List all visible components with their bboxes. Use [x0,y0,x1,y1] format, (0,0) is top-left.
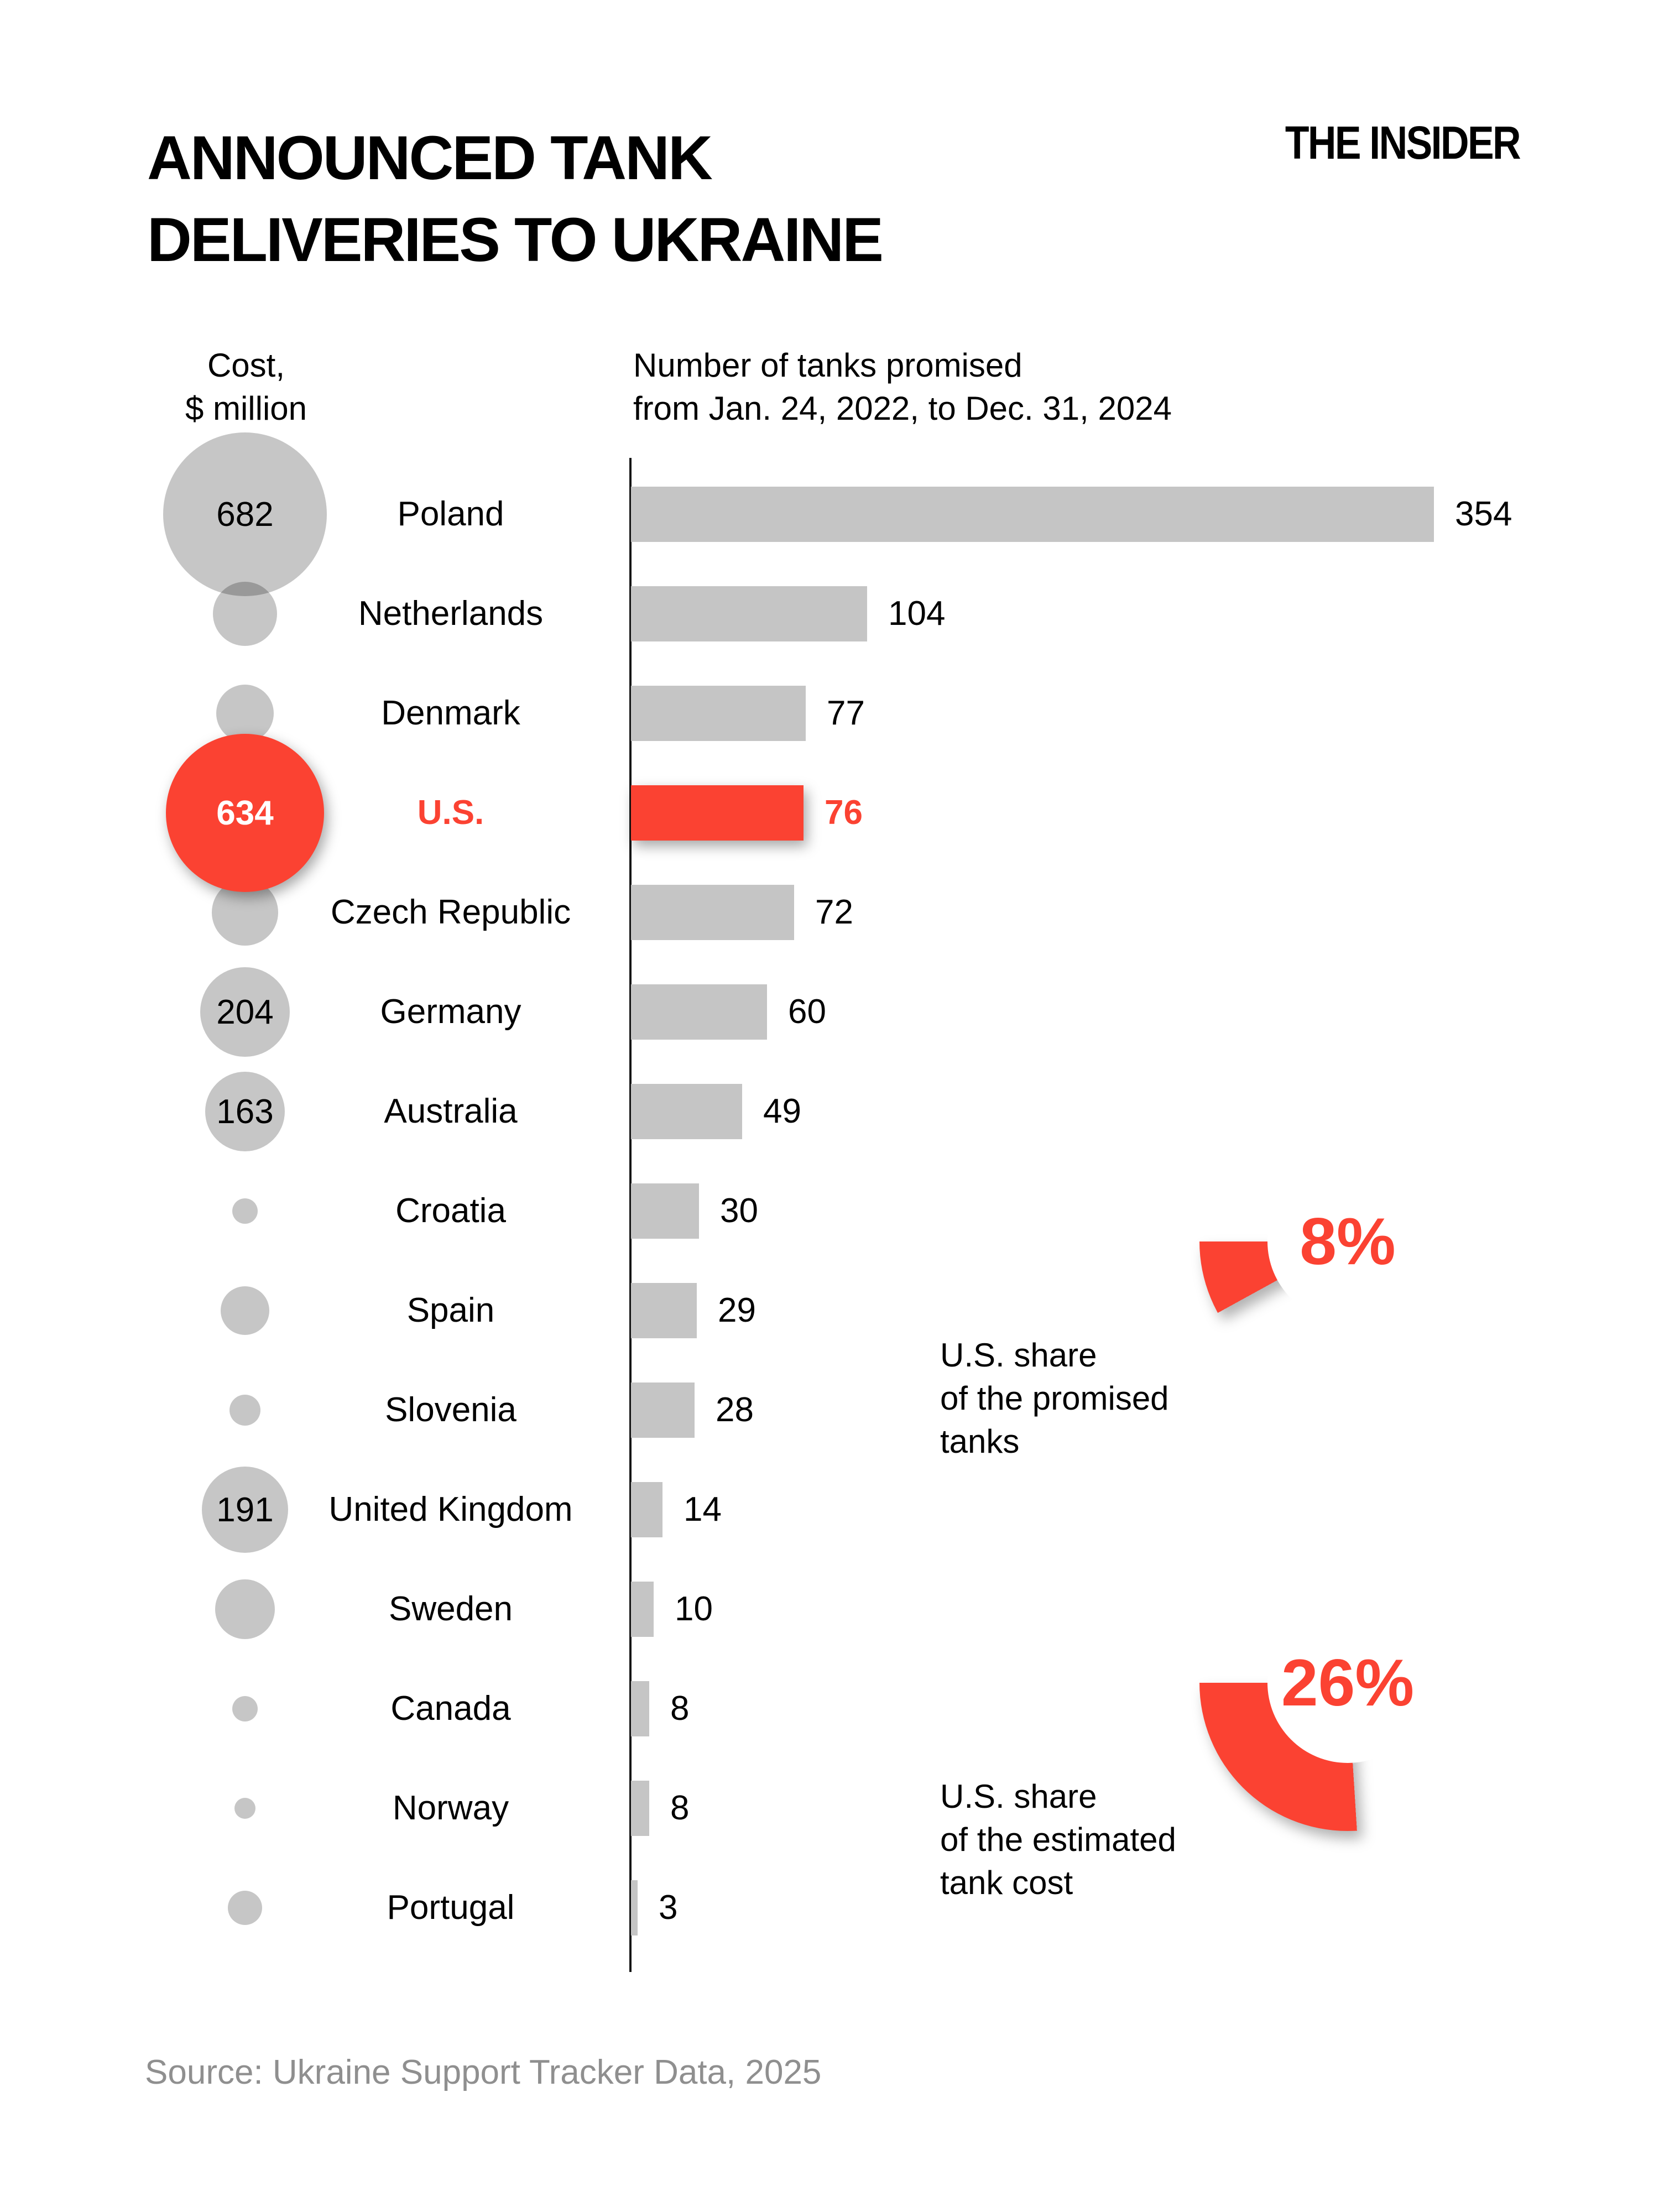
cost-bubble: 163 [205,1072,285,1151]
page-title: ANNOUNCED TANK DELIVERIES TO UKRAINE [147,117,884,281]
tank-bar [631,1482,662,1537]
tanks-column-header: Number of tanks promised from Jan. 24, 2… [633,344,1172,430]
tanks-header-line2: from Jan. 24, 2022, to Dec. 31, 2024 [633,390,1172,427]
tank-bar [631,1681,649,1736]
country-label: Norway [392,1789,509,1827]
the-insider-logo: THE INSIDER [1285,117,1521,169]
country-label: Netherlands [358,594,544,633]
cost-bubble [228,1891,262,1925]
source-credit: Source: Ukraine Support Tracker Data, 20… [145,2053,822,2091]
cost-bubble [229,1395,260,1426]
cost-bubble [216,685,274,742]
tank-count-label: 10 [675,1590,713,1628]
country-label: Canada [390,1689,511,1728]
tank-bar [631,487,1434,542]
tank-bar [631,1781,649,1836]
tank-count-label: 49 [763,1092,801,1130]
tank-bar [631,586,867,641]
tank-count-label: 72 [815,893,853,931]
tank-bar [631,1283,697,1338]
tank-count-label: 28 [716,1391,754,1429]
cost-bubble: 204 [200,967,290,1057]
tank-count-label: 104 [888,594,946,633]
country-label: Germany [380,993,521,1031]
tank-count-label: 29 [718,1291,756,1329]
tank-count-label: 77 [827,694,865,732]
country-label: Australia [384,1092,518,1130]
cost-header-line2: $ million [185,390,307,427]
donut-percentage-label: 26% [1281,1646,1415,1720]
tank-bar [631,1183,699,1239]
country-label: Czech Republic [330,893,571,931]
cost-header-line1: Cost, [207,347,285,384]
donut-us-share-cost-caption: U.S. share of the estimated tank cost [940,1778,1176,1901]
country-label: Croatia [395,1192,506,1230]
cost-bubble [213,582,277,646]
tank-bar [631,984,767,1040]
page-title-line1: ANNOUNCED TANK [147,123,713,192]
tank-bar [631,885,794,940]
country-label: Slovenia [385,1391,517,1429]
country-label: Spain [406,1291,495,1329]
cost-bubble [234,1798,255,1819]
tank-bar [631,686,806,741]
country-label: United Kingdom [328,1490,573,1528]
tank-bar [631,1383,695,1438]
tank-bar [631,1880,638,1936]
country-label: U.S. [417,794,484,832]
cost-bubble: 682 [163,432,327,596]
donut-us-share-cost: 26% [1199,1535,1496,1831]
cost-bubble [232,1198,258,1224]
page-title-line2: DELIVERIES TO UKRAINE [147,205,884,274]
cost-bubble: 191 [202,1467,288,1553]
donut-percentage-label: 8% [1300,1204,1396,1279]
country-label: Poland [397,495,504,533]
tank-count-label: 354 [1455,495,1512,533]
country-label: Portugal [387,1888,515,1927]
cost-bubble-us: 634 [166,734,324,892]
bar-chart-axis-line [629,458,632,1972]
tank-count-label: 60 [788,993,826,1031]
country-label: Denmark [381,694,520,732]
donut-us-share-tanks: 8% [1199,1093,1496,1390]
tank-count-label: 8 [670,1689,690,1728]
tank-bar [631,1084,742,1139]
tank-count-label: 14 [684,1490,722,1528]
country-label: Sweden [388,1590,513,1628]
cost-bubble [215,1579,275,1639]
cost-column-header: Cost, $ million [122,344,371,430]
cost-bubble [221,1286,269,1335]
tanks-header-line1: Number of tanks promised [633,347,1022,384]
tank-bar-us [631,785,804,841]
tank-bar [631,1582,654,1637]
tank-count-label: 76 [825,794,863,832]
cost-bubble [232,1696,258,1721]
donut-us-share-tanks-caption: U.S. share of the promised tanks [940,1337,1169,1460]
tank-count-label: 8 [670,1789,690,1827]
tank-count-label: 30 [720,1192,758,1230]
tank-count-label: 3 [659,1888,678,1927]
